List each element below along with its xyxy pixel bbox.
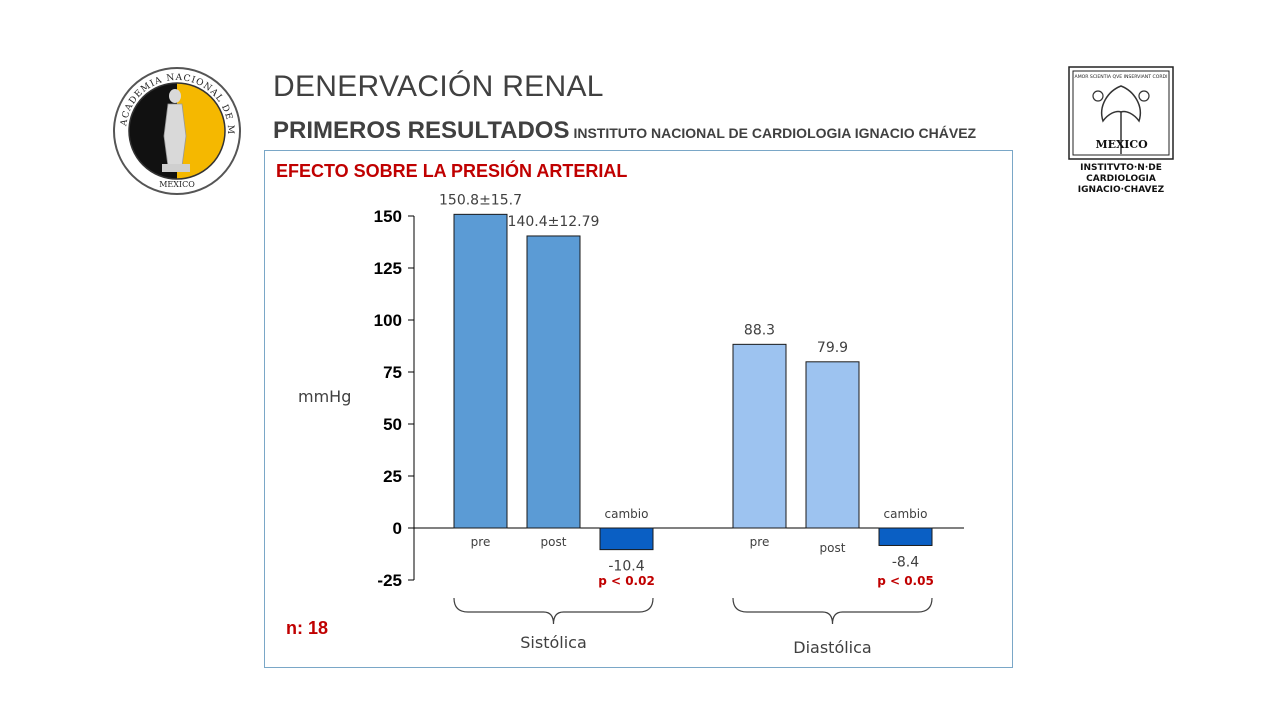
- p-value-label: p < 0.02: [598, 574, 655, 588]
- y-tick-label: 0: [393, 519, 402, 538]
- svg-text:MEXICO: MEXICO: [159, 180, 195, 189]
- bar: [599, 527, 654, 551]
- instituto-cardiologia-logo: AMOR SCIENTIA QVE INSERVIANT CORDI MEX I…: [1068, 66, 1174, 195]
- data-label: -8.4: [892, 554, 919, 570]
- y-tick-label: 25: [383, 467, 402, 486]
- group-label: Diastólica: [793, 638, 871, 657]
- page-title: DENERVACIÓN RENAL: [273, 70, 604, 103]
- page-subtitle: PRIMEROS RESULTADOS INSTITUTO NACIONAL DE…: [273, 117, 976, 145]
- svg-text:CARDIOLOGIA: CARDIOLOGIA: [1086, 174, 1156, 184]
- y-tick-label: 75: [383, 363, 402, 382]
- data-label: 88.3: [744, 322, 775, 338]
- svg-text:ICO: ICO: [1124, 138, 1148, 151]
- chart-panel: [264, 150, 1013, 668]
- bar-chart: EFECTO SOBRE LA PRESIÓN ARTERIAL 150 125 10…: [276, 160, 964, 657]
- bar: [805, 361, 860, 529]
- svg-text:INSTITVTO·N·DE: INSTITVTO·N·DE: [1080, 163, 1162, 173]
- y-tick-label: 100: [374, 311, 402, 330]
- data-label: 150.8±15.7: [439, 192, 522, 208]
- data-label: 140.4±12.79: [508, 214, 600, 230]
- category-label: pre: [471, 535, 491, 549]
- sample-size-label: n: 18: [286, 618, 328, 638]
- svg-text:IGNACIO·CHAVEZ: IGNACIO·CHAVEZ: [1078, 185, 1165, 195]
- bar: [732, 343, 787, 529]
- p-value-label: p < 0.05: [877, 574, 934, 588]
- data-label: 79.9: [817, 340, 848, 356]
- group-brace: [453, 597, 654, 625]
- y-tick-label: 50: [383, 415, 402, 434]
- bar: [453, 213, 508, 529]
- group-label: Sistólica: [520, 633, 587, 652]
- group-brace: [732, 597, 933, 625]
- svg-text:MEX: MEX: [1095, 138, 1125, 151]
- chart-title: EFECTO SOBRE LA PRESIÓN ARTERIAL: [276, 160, 627, 181]
- bar: [526, 235, 581, 529]
- academia-medicina-logo: ACADEMIA NACIONAL DE MEDICINA MEXICO: [112, 66, 241, 195]
- subtitle-text: PRIMEROS RESULTADOS: [273, 117, 570, 144]
- category-label: post: [541, 535, 567, 549]
- y-tick-label: 125: [374, 259, 402, 278]
- category-label: pre: [750, 535, 770, 549]
- data-label: -10.4: [608, 559, 644, 575]
- category-label: post: [820, 541, 846, 555]
- y-tick-label: -25: [377, 571, 402, 590]
- y-axis-label: mmHg: [298, 387, 351, 406]
- category-label: cambio: [884, 507, 928, 521]
- svg-text:AMOR SCIENTIA QVE INSERVIANT C: AMOR SCIENTIA QVE INSERVIANT CORDI: [1075, 74, 1168, 80]
- bar: [878, 527, 933, 546]
- institution-name: INSTITUTO NACIONAL DE CARDIOLOGIA IGNACI…: [573, 125, 977, 141]
- category-label: cambio: [605, 507, 649, 521]
- y-tick-label: 150: [374, 207, 402, 226]
